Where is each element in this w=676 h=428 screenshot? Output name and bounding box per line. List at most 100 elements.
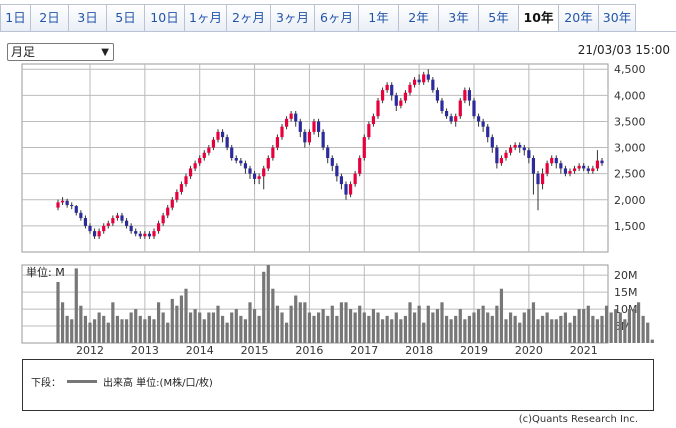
volume-bar bbox=[618, 312, 622, 343]
candle-body bbox=[508, 147, 513, 153]
candle-body bbox=[289, 113, 293, 119]
volume-bar bbox=[120, 319, 124, 343]
candle-body bbox=[280, 126, 284, 138]
candle-body bbox=[266, 158, 270, 169]
candle-body bbox=[550, 158, 554, 164]
volume-bar bbox=[348, 309, 353, 343]
volume-bar bbox=[623, 319, 627, 343]
volume-bar bbox=[513, 315, 517, 343]
candle-body bbox=[495, 147, 499, 164]
price-tick-label: 1,500 bbox=[614, 220, 646, 233]
tab-5[interactable]: 1ヶ月 bbox=[184, 4, 226, 32]
candle-body bbox=[486, 126, 490, 138]
candle-body bbox=[376, 100, 380, 117]
volume-bar bbox=[248, 302, 252, 343]
candle-body bbox=[294, 113, 298, 122]
candle-body bbox=[83, 218, 88, 226]
volume-bar bbox=[486, 312, 490, 343]
candle-body bbox=[188, 168, 193, 177]
volume-bar bbox=[184, 288, 188, 343]
volume-bar bbox=[362, 312, 366, 343]
candle-body bbox=[572, 168, 577, 172]
volume-bar bbox=[632, 309, 636, 343]
candle-body bbox=[339, 176, 344, 185]
tab-9[interactable]: 1年 bbox=[358, 4, 398, 32]
volume-bar bbox=[358, 305, 362, 343]
candle-body bbox=[563, 168, 568, 174]
candle-body bbox=[138, 233, 142, 237]
candle-body bbox=[111, 218, 115, 224]
volume-bar bbox=[463, 319, 467, 343]
candle-body bbox=[262, 168, 266, 177]
volume-bar bbox=[111, 302, 115, 343]
candle-body bbox=[252, 173, 257, 179]
volume-bar bbox=[70, 319, 74, 343]
year-tick-label: 2018 bbox=[405, 344, 433, 357]
candle-body bbox=[79, 212, 83, 219]
candle-body bbox=[284, 118, 289, 127]
year-tick-label: 2020 bbox=[515, 344, 543, 357]
candle-body bbox=[545, 163, 549, 174]
candle-body bbox=[577, 165, 581, 169]
volume-bar bbox=[412, 312, 417, 343]
candle-body bbox=[152, 231, 156, 237]
tabs-underline bbox=[0, 31, 676, 32]
tab-0[interactable]: 1日 bbox=[0, 4, 30, 32]
volume-bar bbox=[371, 309, 376, 343]
legend-box: 下段： 出来高 単位:(M株/口/枚) bbox=[22, 359, 654, 411]
volume-bar bbox=[234, 309, 238, 343]
tab-8[interactable]: 6ヶ月 bbox=[314, 4, 358, 32]
candle-body bbox=[225, 137, 229, 148]
candle-body bbox=[220, 131, 225, 138]
candle-body bbox=[202, 152, 206, 158]
candle-body bbox=[408, 84, 412, 93]
candle-body bbox=[257, 176, 261, 179]
volume-bar bbox=[495, 305, 499, 343]
volume-bar bbox=[147, 315, 152, 343]
volume-bar bbox=[143, 319, 147, 343]
tab-6[interactable]: 2ヶ月 bbox=[226, 4, 270, 32]
candle-body bbox=[147, 233, 152, 237]
volume-bar bbox=[179, 295, 184, 343]
volume-bar bbox=[431, 312, 435, 343]
volume-bar bbox=[390, 319, 394, 343]
volume-bar bbox=[266, 265, 270, 343]
price-tick-label: 4,500 bbox=[614, 63, 646, 76]
volume-bar bbox=[582, 309, 586, 343]
tab-11[interactable]: 3年 bbox=[438, 4, 478, 32]
candle-body bbox=[134, 231, 138, 234]
candle-body bbox=[422, 74, 426, 83]
volume-bar bbox=[481, 305, 485, 343]
candle-body bbox=[275, 137, 280, 148]
candle-body bbox=[476, 116, 481, 122]
volume-bar bbox=[508, 312, 513, 343]
volume-bar bbox=[394, 312, 398, 343]
candle-body bbox=[403, 92, 408, 101]
volume-bar bbox=[294, 295, 298, 343]
volume-bar bbox=[422, 322, 426, 343]
tab-3[interactable]: 5日 bbox=[106, 4, 144, 32]
candle-body bbox=[513, 144, 517, 148]
volume-bar bbox=[211, 312, 216, 343]
candle-body bbox=[390, 84, 394, 96]
period-select[interactable]: 月足 ▼ bbox=[7, 43, 114, 61]
tab-12[interactable]: 5年 bbox=[478, 4, 518, 32]
chevron-down-icon: ▼ bbox=[101, 47, 109, 58]
candle-body bbox=[303, 131, 307, 143]
volume-bar bbox=[339, 302, 344, 343]
volume-bar bbox=[636, 302, 641, 343]
candle-body bbox=[56, 202, 60, 208]
candle-body bbox=[175, 191, 179, 200]
candle-body bbox=[326, 147, 330, 158]
volume-bar bbox=[252, 309, 257, 343]
candle-body bbox=[60, 200, 65, 203]
tab-2[interactable]: 3日 bbox=[68, 4, 106, 32]
candle-body bbox=[353, 173, 357, 185]
tab-1[interactable]: 2日 bbox=[30, 4, 68, 32]
tab-7[interactable]: 3ヶ月 bbox=[270, 4, 314, 32]
volume-bar bbox=[399, 319, 403, 343]
period-tabs: 1日 2日 3日 5日 10日 1ヶ月 2ヶ月 3ヶ月 6ヶ月 1年 2年 3年 5年 10年 20年 30年 bbox=[0, 4, 676, 32]
candle-body bbox=[540, 173, 545, 185]
candle-body bbox=[595, 160, 600, 169]
volume-bar bbox=[646, 322, 650, 343]
